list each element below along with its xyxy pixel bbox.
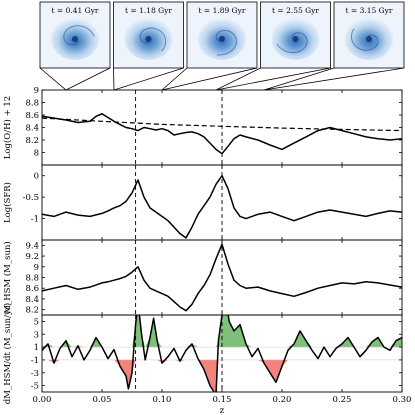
y-tick-label: 8.4 [25,124,39,134]
snapshot-connector [263,67,405,91]
y-axis-label: Log(O/H) + 12 [2,96,13,159]
trend-line [42,117,402,132]
series-line-0 [42,113,402,155]
x-tick-label: 0.00 [33,395,52,405]
y-tick-label: -5 [31,382,39,392]
y-tick-label: 3 [34,330,39,340]
y-tick-label: 8 [34,149,39,159]
y-tick-label: 8.8 [25,99,39,109]
snapshot-label: t = 1.89 Gyr [199,6,246,15]
y-tick-label: -1 [31,215,39,225]
x-tick-label: 0.20 [273,395,292,405]
x-axis-label: z [220,406,225,415]
panel-1: -1 -0.5 0 Log(SFR) [2,164,403,241]
y-tick-label: 1 [34,343,39,353]
y-tick-label: 8.2 [25,136,39,146]
panel-3: -5 -3 -1 1 3 5 0.00 0.05 0.10 0.15 0.20 0.25 0.30 dM_… [2,303,412,415]
panel-2: 8.28.48.68.899.29.4 M_HSM (M_sun) [2,239,403,316]
y-tick-label: -3 [31,369,39,379]
series-line-0 [42,243,402,312]
panel-0: 8 8.2 8.4 8.6 8.8 9 Log(O/H) + 12 [2,86,403,166]
snapshot-label: t = 0.41 Gyr [52,6,99,15]
y-tick-label: 5 [34,317,39,327]
galaxy-core [292,36,299,42]
galaxy-core [219,36,225,42]
y-tick-label: 9.4 [25,241,39,251]
y-axis-label: dM_HSM/dt (M_sun/yr) [2,303,13,404]
y-tick-label: 8.2 [25,306,39,316]
snapshot-connector [39,67,111,91]
snapshot-label: t = 1.18 Gyr [125,6,172,15]
snapshot-4: t = 3.15 Gyr [333,1,405,69]
galaxy-arm [350,28,379,51]
y-tick-label: 8.8 [25,274,39,284]
series-line-0 [42,174,402,239]
snapshot-connectors [39,67,405,91]
x-tick-label: 0.30 [393,395,412,405]
y-tick-label: 8.4 [25,295,39,305]
galaxy-core [366,36,372,42]
y-tick-label: 9 [34,263,39,273]
galaxy-arm [63,25,95,46]
y-tick-label: 8.6 [25,284,39,294]
y-axis-label: M_HSM (M_sun) [2,241,13,314]
x-tick-label: 0.05 [93,395,112,405]
galaxy-arm [276,32,308,54]
y-tick-label: -1 [31,356,39,366]
snapshot-label: t = 3.15 Gyr [346,6,393,15]
galaxy-arm [139,27,167,52]
y-axis-label: Log(SFR) [2,182,13,223]
galaxy-core [72,36,78,42]
snapshot-connector [113,67,184,91]
y-tick-label: 9 [34,86,39,96]
y-tick-label: 9.2 [25,252,39,262]
x-tick-label: 0.25 [333,395,352,405]
y-tick-label: 0 [34,172,39,182]
series-line-0 [42,315,402,392]
galaxy-core [145,36,152,42]
snapshot-0: t = 0.41 Gyr [39,1,111,69]
y-tick-label: -0.5 [23,193,39,203]
y-tick-label: 8.6 [25,111,39,121]
snapshot-3: t = 2.55 Gyr [260,1,331,69]
x-tick-label: 0.10 [153,395,172,405]
x-tick-label: 0.15 [213,395,232,405]
snapshot-strip: t = 0.41 Gyr t = 1.18 Gyr t = 1.89 Gyr t = … [39,1,405,69]
snapshot-label: t = 2.55 Gyr [272,6,319,15]
snapshot-2: t = 1.89 Gyr [186,1,258,69]
snapshot-connector [161,67,258,91]
galaxy-arm [215,29,237,56]
snapshot-1: t = 1.18 Gyr [113,1,184,69]
